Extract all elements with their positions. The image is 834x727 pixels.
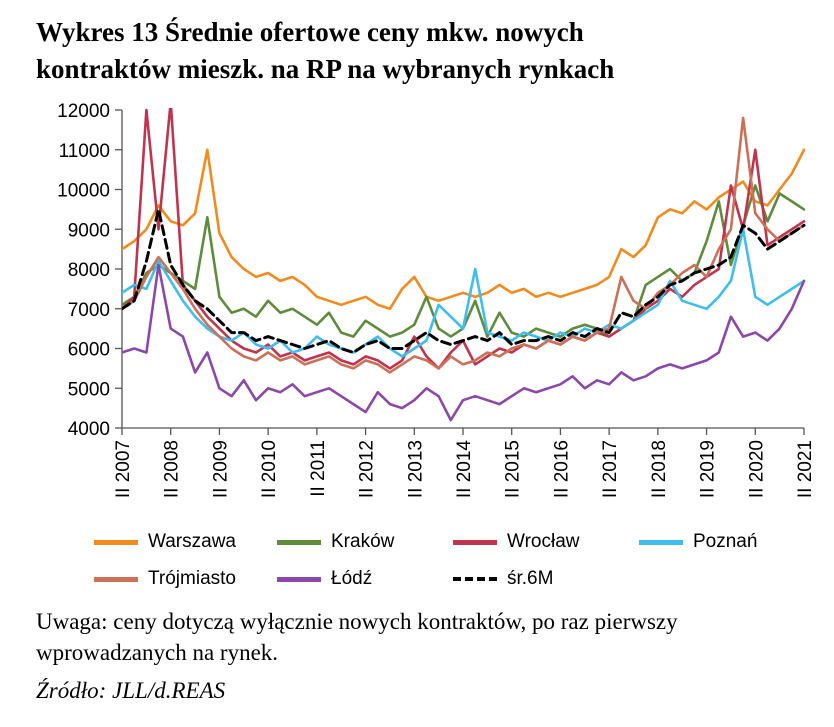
legend-swatch-wroc-aw [453, 539, 497, 545]
chart-legend: Warszawa Kraków Wrocław Poznań Trójmiasto Łód… [94, 531, 816, 590]
x-tick-label: II 2010 [259, 440, 280, 498]
x-tick-label: II 2020 [746, 440, 767, 498]
x-tick-label: II 2016 [551, 440, 572, 498]
chart-area: 4000 5000 6000 7000 8000 9000 10000 11000 12000 I… [36, 96, 816, 529]
x-tick-label: II 2014 [454, 440, 475, 499]
x-tick-label: II 2009 [210, 440, 231, 498]
x-tick-label: II 2013 [405, 440, 426, 498]
chart-title: Wykres 13 Średnie ofertowe ceny mkw. now… [36, 14, 796, 88]
legend-label-tr-jmiasto: Trójmiasto [148, 568, 236, 589]
x-tick-label: II 2007 [113, 440, 134, 498]
legend-label-krak-w: Kraków [331, 531, 395, 552]
series-line-tr-jmiasto [122, 116, 806, 374]
series-line--r-6m [122, 207, 806, 354]
chart-svg: 4000 5000 6000 7000 8000 9000 10000 11000 12000 I… [57, 101, 816, 499]
x-tick-label: II 2015 [503, 440, 524, 498]
y-tick-label: 6000 [68, 340, 110, 361]
series-line-krak-w [122, 184, 806, 338]
series-line-warszawa [122, 148, 806, 311]
y-tick-label: 12000 [57, 101, 110, 122]
x-tick-label: II 2019 [698, 440, 719, 498]
x-tick-label: II 2008 [162, 440, 183, 498]
legend-item-krak-w: Kraków [277, 531, 453, 553]
legend-item--r-6m: śr.6M [453, 568, 639, 590]
legend-swatch--r-6m [453, 577, 497, 581]
y-tick-label: 11000 [59, 141, 110, 162]
legend-swatch-warszawa [94, 539, 138, 545]
series-line-pozna- [122, 228, 806, 358]
series-line--d- [122, 263, 806, 422]
chart-note: Uwaga: ceny dotyczą wyłącznie nowych kon… [36, 609, 678, 665]
x-tick-label: II 2018 [649, 440, 670, 498]
legend-label--r-6m: śr.6M [507, 568, 554, 589]
legend-swatch-tr-jmiasto [94, 576, 138, 582]
y-tick-label: 7000 [68, 300, 110, 321]
chart-title-line1: Wykres 13 Średnie ofertowe ceny mkw. now… [36, 17, 584, 47]
legend-swatch--d- [277, 576, 321, 582]
chart-source: Źródło: JLL/d.REAS [36, 678, 226, 703]
x-tick-label: II 2011 [308, 440, 329, 497]
legend-swatch-pozna- [639, 539, 683, 545]
legend-item-tr-jmiasto: Trójmiasto [94, 568, 277, 590]
legend-label-warszawa: Warszawa [148, 531, 236, 552]
legend-item-warszawa: Warszawa [94, 531, 277, 553]
x-tick-label: II 2012 [357, 440, 378, 498]
y-tick-label: 10000 [57, 181, 110, 202]
chart-figure: Wykres 13 Średnie ofertowe ceny mkw. now… [36, 14, 816, 704]
legend-label-pozna-: Poznań [693, 531, 758, 552]
legend-item-wroc-aw: Wrocław [453, 531, 639, 553]
legend-label-wroc-aw: Wrocław [507, 531, 580, 552]
y-tick-label: 4000 [68, 419, 110, 440]
legend-swatch-krak-w [277, 539, 321, 545]
y-tick-label: 8000 [68, 260, 110, 281]
y-tick-label: 5000 [68, 379, 110, 400]
x-tick-label: II 2017 [600, 440, 621, 498]
chart-title-line2: kontraktów mieszk. na RP na wybranych ry… [36, 54, 615, 84]
x-tick-label: II 2021 [795, 440, 816, 498]
legend-item--d-: Łódź [277, 568, 453, 590]
legend-item-pozna-: Poznań [639, 531, 816, 553]
legend-label--d-: Łódź [331, 568, 373, 589]
y-tick-label: 9000 [68, 220, 110, 241]
